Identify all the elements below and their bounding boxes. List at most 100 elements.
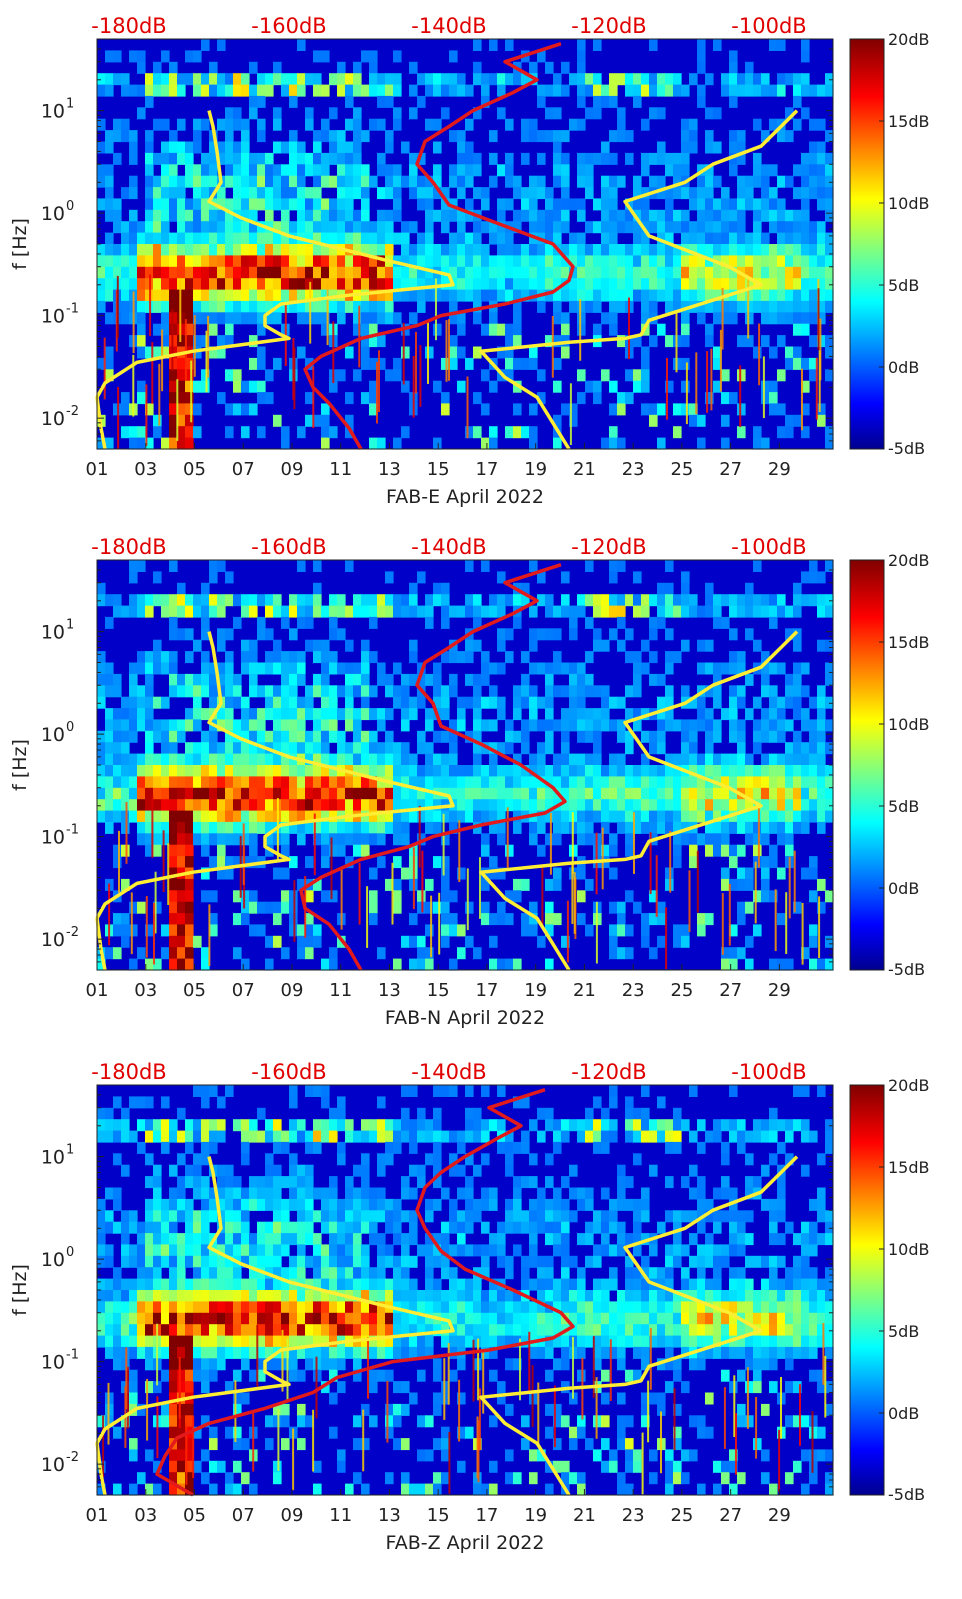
heatmap-cell xyxy=(753,232,762,245)
heatmap-cell xyxy=(369,605,378,618)
heatmap-cell xyxy=(705,300,714,313)
heatmap-cell xyxy=(153,1130,162,1143)
heatmap-cell xyxy=(713,810,722,823)
heatmap-cell xyxy=(609,833,618,846)
heatmap-cell xyxy=(105,673,114,686)
heatmap-cell xyxy=(561,685,570,698)
heatmap-cell xyxy=(265,1278,274,1291)
heatmap-cell xyxy=(361,198,370,211)
heatmap-cell xyxy=(497,73,506,86)
heatmap-transient xyxy=(579,299,582,361)
heatmap-cell xyxy=(361,335,370,348)
heatmap-cell xyxy=(145,175,154,188)
heatmap-cell xyxy=(441,582,450,595)
heatmap-cell xyxy=(489,289,498,302)
heatmap-cell xyxy=(153,118,162,131)
heatmap-cell xyxy=(209,821,218,834)
heatmap-cell xyxy=(481,403,490,416)
heatmap-cell xyxy=(441,696,450,709)
heatmap-cell xyxy=(225,833,234,846)
heatmap-cell xyxy=(345,799,354,812)
heatmap-cell xyxy=(617,765,626,777)
heatmap-cell xyxy=(225,130,234,143)
heatmap-cell xyxy=(729,73,738,86)
heatmap-cell xyxy=(337,708,346,721)
heatmap-cell xyxy=(809,289,818,302)
heatmap-cell xyxy=(153,651,162,664)
heatmap-cell xyxy=(465,787,474,800)
heatmap-cell xyxy=(185,323,194,336)
heatmap-cell xyxy=(185,1221,194,1234)
heatmap-cell xyxy=(657,221,666,234)
heatmap-cell xyxy=(505,958,514,971)
heatmap-cell xyxy=(553,719,562,732)
heatmap-cell xyxy=(777,913,786,926)
heatmap-cell xyxy=(633,221,642,234)
heatmap-cell xyxy=(161,833,170,846)
heatmap-cell xyxy=(209,323,218,336)
heatmap-cell xyxy=(169,1164,178,1177)
heatmap-cell xyxy=(537,935,546,948)
heatmap-cell xyxy=(337,1346,346,1359)
heatmap-cell xyxy=(705,753,714,766)
heatmap-cell xyxy=(417,1107,426,1120)
heatmap-cell xyxy=(401,833,410,846)
heatmap-cell xyxy=(385,742,394,755)
heatmap-cell xyxy=(457,924,466,937)
heatmap-cell xyxy=(793,787,802,800)
heatmap-cell xyxy=(425,958,434,971)
heatmap-cell xyxy=(369,118,378,131)
heatmap-cell xyxy=(825,278,834,291)
heatmap-cell xyxy=(345,685,354,698)
heatmap-cell xyxy=(505,742,514,755)
heatmap-cell xyxy=(297,821,306,834)
heatmap-cell xyxy=(689,594,698,607)
heatmap-cell xyxy=(137,901,146,914)
heatmap-cell xyxy=(321,266,330,279)
heatmap-transient xyxy=(506,807,509,869)
heatmap-cell xyxy=(233,244,242,256)
heatmap-cell xyxy=(209,890,218,903)
heatmap-cell xyxy=(553,878,562,891)
heatmap-cell xyxy=(353,833,362,846)
heatmap-cell xyxy=(161,141,170,154)
heatmap-cell xyxy=(777,696,786,709)
heatmap-cell xyxy=(345,560,354,572)
heatmap-cell xyxy=(297,164,306,177)
heatmap-cell xyxy=(465,673,474,686)
heatmap-cell xyxy=(241,187,250,200)
heatmap-cell xyxy=(257,73,266,86)
heatmap-cell xyxy=(697,232,706,245)
heatmap-cell xyxy=(577,84,586,97)
heatmap-cell xyxy=(97,730,106,743)
heatmap-cell xyxy=(529,209,538,222)
heatmap-cell xyxy=(137,380,146,393)
heatmap-cell xyxy=(577,685,586,698)
heatmap-cell xyxy=(577,765,586,777)
heatmap-cell xyxy=(457,255,466,268)
heatmap-cell xyxy=(281,1141,290,1154)
heatmap-cell xyxy=(321,1346,330,1359)
heatmap-cell xyxy=(177,1290,186,1302)
heatmap-cell xyxy=(345,1324,354,1337)
heatmap-cell xyxy=(217,198,226,211)
heatmap-cell xyxy=(137,266,146,279)
heatmap-cell xyxy=(393,107,402,120)
heatmap-cell xyxy=(601,198,610,211)
heatmap-cell xyxy=(809,84,818,97)
heatmap-cell xyxy=(689,118,698,131)
heatmap-cell xyxy=(121,776,130,789)
heatmap-cell xyxy=(489,255,498,268)
heatmap-cell xyxy=(561,312,570,325)
heatmap-cell xyxy=(177,118,186,131)
heatmap-cell xyxy=(297,787,306,800)
heatmap-cell xyxy=(473,221,482,234)
heatmap-cell xyxy=(377,1335,386,1348)
heatmap-cell xyxy=(745,605,754,618)
heatmap-cell xyxy=(665,810,674,823)
heatmap-cell xyxy=(121,913,130,926)
heatmap-transient xyxy=(815,357,818,420)
heatmap-cell xyxy=(417,1449,426,1462)
heatmap-cell xyxy=(601,175,610,188)
heatmap-cell xyxy=(353,730,362,743)
